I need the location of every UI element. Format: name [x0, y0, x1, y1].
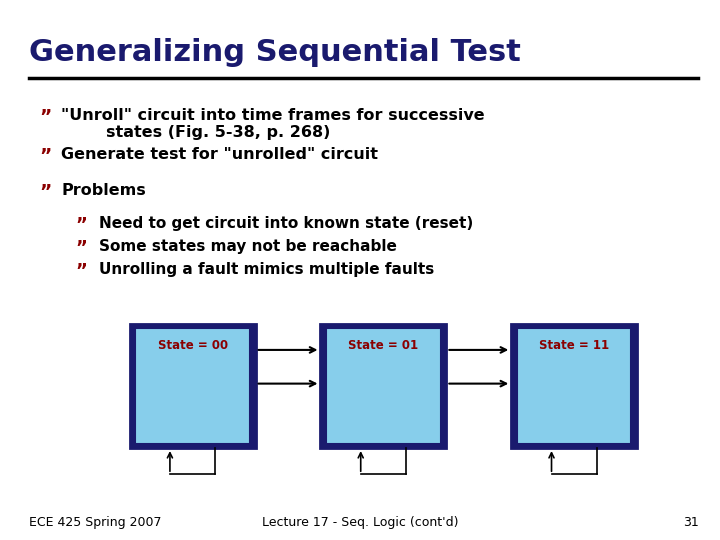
Text: ”: ”: [76, 239, 87, 257]
Bar: [135, 328, 250, 444]
Text: Generate test for "unrolled" circuit: Generate test for "unrolled" circuit: [61, 147, 378, 162]
Text: Need to get circuit into known state (reset): Need to get circuit into known state (re…: [99, 216, 474, 231]
Text: Unrolling a fault mimics multiple faults: Unrolling a fault mimics multiple faults: [99, 262, 435, 278]
Text: ”: ”: [40, 147, 52, 166]
Bar: [130, 324, 256, 448]
Text: ”: ”: [76, 216, 87, 234]
Text: Problems: Problems: [61, 183, 146, 198]
Bar: [326, 328, 441, 444]
Bar: [511, 324, 637, 448]
Text: ”: ”: [76, 262, 87, 280]
Text: "Unroll" circuit into time frames for successive
        states (Fig. 5-38, p. 2: "Unroll" circuit into time frames for su…: [61, 108, 485, 140]
Text: ”: ”: [40, 108, 52, 127]
Bar: [320, 324, 446, 448]
Text: State = 11: State = 11: [539, 339, 609, 352]
Bar: [517, 328, 631, 444]
Text: Generalizing Sequential Test: Generalizing Sequential Test: [29, 38, 521, 67]
Text: ”: ”: [40, 183, 52, 201]
Text: State = 01: State = 01: [348, 339, 418, 352]
Text: Lecture 17 - Seq. Logic (cont'd): Lecture 17 - Seq. Logic (cont'd): [262, 516, 458, 529]
Text: ECE 425 Spring 2007: ECE 425 Spring 2007: [29, 516, 161, 529]
Text: Some states may not be reachable: Some states may not be reachable: [99, 239, 397, 254]
Text: State = 00: State = 00: [158, 339, 228, 352]
Text: 31: 31: [683, 516, 698, 529]
